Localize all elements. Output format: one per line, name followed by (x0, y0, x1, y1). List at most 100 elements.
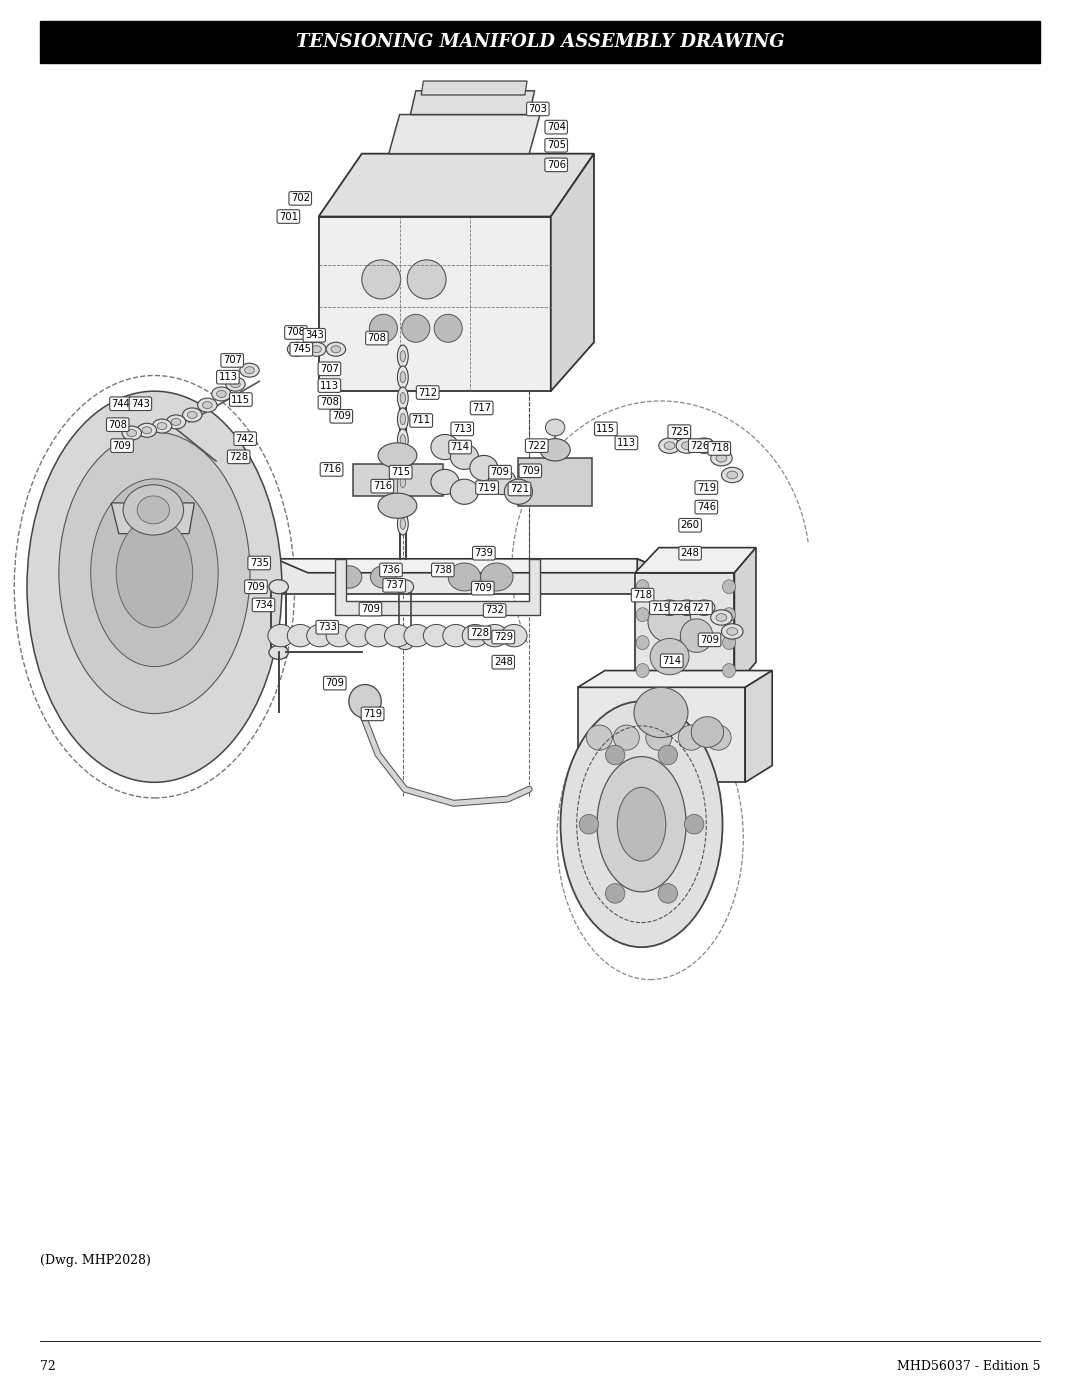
Polygon shape (353, 464, 443, 496)
Text: 248: 248 (494, 657, 513, 668)
Ellipse shape (400, 455, 406, 467)
Text: 260: 260 (680, 520, 700, 531)
Text: 707: 707 (320, 363, 339, 374)
Polygon shape (518, 458, 592, 506)
Text: 707: 707 (222, 355, 242, 366)
Ellipse shape (126, 430, 136, 436)
Text: 714: 714 (450, 441, 470, 453)
Ellipse shape (723, 608, 735, 622)
Text: 742: 742 (235, 433, 255, 444)
Ellipse shape (676, 439, 698, 453)
Ellipse shape (402, 314, 430, 342)
Ellipse shape (658, 884, 677, 904)
Text: 115: 115 (231, 394, 251, 405)
Ellipse shape (400, 393, 406, 404)
Ellipse shape (58, 432, 249, 714)
Ellipse shape (658, 745, 677, 764)
Ellipse shape (636, 608, 649, 622)
Ellipse shape (91, 479, 218, 666)
Text: 713: 713 (453, 423, 472, 434)
Ellipse shape (443, 624, 469, 647)
Ellipse shape (397, 429, 408, 451)
Text: 708: 708 (367, 332, 387, 344)
Polygon shape (389, 115, 540, 154)
Text: 744: 744 (111, 398, 131, 409)
Ellipse shape (501, 624, 527, 647)
Ellipse shape (365, 624, 391, 647)
Text: 701: 701 (279, 211, 298, 222)
Ellipse shape (659, 439, 680, 453)
Ellipse shape (400, 518, 406, 529)
Text: 722: 722 (527, 440, 546, 451)
Ellipse shape (586, 725, 612, 750)
Ellipse shape (613, 725, 639, 750)
Ellipse shape (681, 441, 692, 450)
Ellipse shape (711, 609, 732, 626)
Ellipse shape (561, 701, 723, 947)
Ellipse shape (397, 366, 408, 388)
Ellipse shape (152, 419, 172, 433)
Text: 719: 719 (697, 482, 716, 493)
Text: 709: 709 (246, 581, 266, 592)
Ellipse shape (680, 619, 713, 652)
Ellipse shape (370, 566, 396, 588)
Ellipse shape (664, 441, 675, 450)
Ellipse shape (723, 664, 735, 678)
Text: 709: 709 (112, 440, 132, 451)
Ellipse shape (636, 580, 649, 594)
Text: 733: 733 (318, 622, 337, 633)
Ellipse shape (240, 363, 259, 377)
Ellipse shape (27, 391, 282, 782)
Ellipse shape (404, 624, 430, 647)
Ellipse shape (681, 604, 692, 612)
Ellipse shape (716, 454, 727, 462)
Text: 248: 248 (680, 548, 700, 559)
Ellipse shape (636, 664, 649, 678)
Polygon shape (578, 671, 772, 687)
Ellipse shape (711, 450, 732, 467)
Ellipse shape (400, 434, 406, 446)
Ellipse shape (378, 443, 417, 468)
Ellipse shape (269, 580, 288, 594)
Ellipse shape (448, 563, 481, 591)
Ellipse shape (188, 412, 197, 419)
Ellipse shape (122, 426, 141, 440)
Ellipse shape (648, 601, 691, 643)
Text: 719: 719 (477, 482, 497, 493)
Ellipse shape (721, 623, 743, 640)
Ellipse shape (216, 391, 227, 398)
Ellipse shape (618, 788, 665, 861)
Text: 702: 702 (291, 193, 310, 204)
Text: 729: 729 (494, 631, 513, 643)
Text: 745: 745 (292, 344, 311, 355)
Ellipse shape (183, 408, 202, 422)
Polygon shape (734, 548, 756, 687)
Ellipse shape (396, 636, 414, 650)
Ellipse shape (606, 884, 625, 904)
Text: (Dwg. MHP2028): (Dwg. MHP2028) (40, 1253, 151, 1267)
Text: 115: 115 (596, 423, 616, 434)
Text: 719: 719 (651, 602, 671, 613)
Ellipse shape (699, 441, 710, 450)
Text: 708: 708 (108, 419, 127, 430)
Ellipse shape (268, 624, 294, 647)
Text: 726: 726 (690, 440, 710, 451)
Ellipse shape (685, 814, 704, 834)
Ellipse shape (650, 638, 689, 675)
Ellipse shape (346, 624, 372, 647)
Ellipse shape (470, 455, 498, 481)
Ellipse shape (378, 493, 417, 518)
Polygon shape (319, 154, 594, 217)
Text: 715: 715 (391, 467, 410, 478)
Ellipse shape (326, 624, 352, 647)
Ellipse shape (723, 580, 735, 594)
Ellipse shape (699, 604, 710, 612)
Text: 113: 113 (617, 437, 636, 448)
Polygon shape (635, 573, 734, 687)
Ellipse shape (400, 372, 406, 383)
Polygon shape (421, 81, 527, 95)
Ellipse shape (397, 408, 408, 430)
Text: 728: 728 (229, 451, 248, 462)
Text: 709: 709 (361, 604, 380, 615)
Ellipse shape (397, 513, 408, 535)
